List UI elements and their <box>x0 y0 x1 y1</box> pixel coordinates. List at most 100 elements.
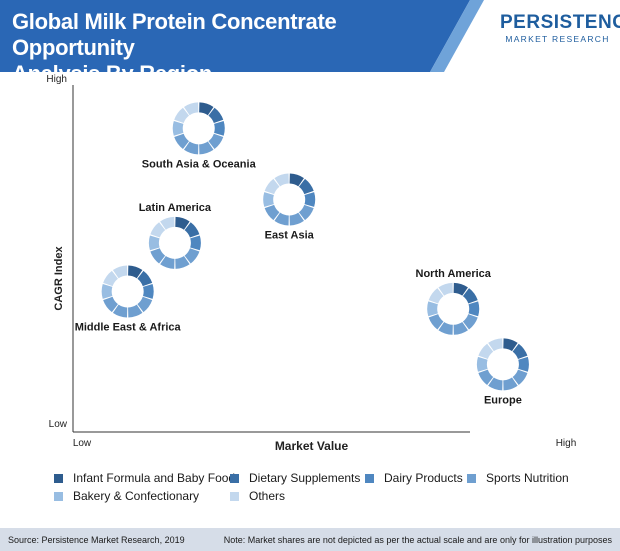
donut-segment <box>274 173 289 187</box>
donut-segment <box>160 216 175 230</box>
region-label: Europe <box>484 394 522 406</box>
legend-swatch <box>230 473 239 483</box>
donut-segment <box>175 256 190 269</box>
donut-segment <box>264 178 280 195</box>
donut-segment <box>128 304 143 318</box>
donut-segment <box>478 343 494 360</box>
title-banner: Global Milk Protein Concentrate Opportun… <box>0 0 620 86</box>
legend-swatch <box>467 473 476 483</box>
donut-segment <box>438 282 453 296</box>
donut-segment <box>175 216 190 230</box>
donut-segment <box>476 356 488 372</box>
donut-segment <box>298 204 314 221</box>
donut-segment <box>103 270 118 287</box>
donut-segment <box>298 178 314 195</box>
donut-segment <box>112 304 128 318</box>
note-text: Note: Market shares are not depicted as … <box>223 535 612 545</box>
chart-title: Global Milk Protein Concentrate Opportun… <box>12 9 462 87</box>
legend-item: Dietary Supplements <box>230 470 360 486</box>
region-label: South Asia & Oceania <box>142 158 257 170</box>
donut-segment <box>488 338 503 352</box>
donut-segment <box>428 288 444 304</box>
brand-logo: PERSISTENCE MARKET RESEARCH <box>500 12 620 52</box>
donut-segment <box>199 102 214 116</box>
donut-segment <box>137 270 153 287</box>
donut-segment <box>453 321 468 335</box>
donut-segment <box>462 314 478 330</box>
legend-label: Dietary Supplements <box>249 471 361 485</box>
donut-segment <box>462 288 478 304</box>
donut-segment <box>304 192 316 207</box>
region-label: Latin America <box>139 202 212 214</box>
donut-segment <box>478 369 494 385</box>
donut-segment <box>183 141 199 155</box>
donut-segment <box>128 265 143 279</box>
donut-segment <box>263 192 274 207</box>
donut-segment <box>160 256 175 269</box>
x-tick-label-high: High <box>556 438 577 449</box>
legend-item: Others <box>230 488 285 504</box>
donut-segment <box>150 248 166 264</box>
x-axis-label: Market Value <box>275 439 349 453</box>
legend-label: Infant Formula and Baby Food <box>73 471 236 485</box>
donut-segment <box>438 321 453 335</box>
donut-segment <box>503 338 518 352</box>
donut-segment <box>150 222 166 238</box>
donut-segment <box>512 369 528 385</box>
donut-segment <box>174 133 190 150</box>
donut-segment <box>174 107 190 124</box>
donut-segment <box>503 377 518 391</box>
legend-item: Bakery & Confectionary <box>54 488 199 504</box>
donut-segment <box>488 377 503 391</box>
legend-item: Sports Nutrition <box>467 470 569 486</box>
donut-segment <box>183 102 199 116</box>
legend-label: Bakery & Confectionary <box>73 489 200 503</box>
y-tick-label-high: High <box>46 74 67 85</box>
legend-label: Sports Nutrition <box>486 471 569 485</box>
y-axis-label: CAGR Index <box>53 246 65 311</box>
donut-segment <box>208 133 224 150</box>
donut-segment <box>274 212 289 226</box>
legend-label: Others <box>249 489 286 503</box>
donut-segment <box>264 204 280 221</box>
donut-segment <box>101 284 113 299</box>
donut-segment <box>184 248 200 264</box>
donut-segment <box>199 141 214 155</box>
source-text: Source: Persistence Market Research, 201… <box>8 535 185 545</box>
donut-segment <box>427 301 438 317</box>
brand-logo-tagline: MARKET RESEARCH <box>505 34 610 44</box>
donut-segment <box>289 212 304 226</box>
donut-segment <box>148 235 160 251</box>
region-label: East Asia <box>265 230 315 242</box>
donut-segment <box>172 120 184 136</box>
donut-segment <box>137 296 153 313</box>
chart-title-line-2: Analysis By Region <box>12 61 212 86</box>
donut-segment <box>103 296 118 313</box>
brand-logo-name: PERSISTENCE <box>500 12 620 33</box>
legend-swatch <box>54 473 63 483</box>
donut-segment <box>143 284 154 299</box>
donut-segment <box>289 173 304 187</box>
opportunity-chart: High Low Low High Market Value CAGR Index Sout… <box>46 74 577 453</box>
donut-segment <box>184 222 200 238</box>
donut-segment <box>112 265 128 279</box>
region-label: North America <box>416 268 492 280</box>
y-tick-label-low: Low <box>49 419 68 430</box>
x-tick-label-low: Low <box>73 438 92 449</box>
legend-item: Dairy Products <box>365 470 463 486</box>
legend-label: Dairy Products <box>384 471 463 485</box>
legend-swatch <box>230 491 239 501</box>
legend-swatch <box>365 473 374 483</box>
chart-title-line-1: Global Milk Protein Concentrate Opportun… <box>12 9 337 60</box>
donut-segment <box>208 107 224 124</box>
donut-segment <box>190 235 201 251</box>
donut-segment <box>214 120 225 136</box>
title-banner-shape <box>0 0 484 72</box>
donut-segment <box>453 282 468 296</box>
donut-segment <box>428 314 444 330</box>
region-label: Middle East & Africa <box>75 321 182 333</box>
legend-item: Infant Formula and Baby Food <box>54 470 235 486</box>
donut-segment <box>468 301 480 317</box>
legend-swatch <box>54 491 63 501</box>
donut-segment <box>518 356 529 372</box>
